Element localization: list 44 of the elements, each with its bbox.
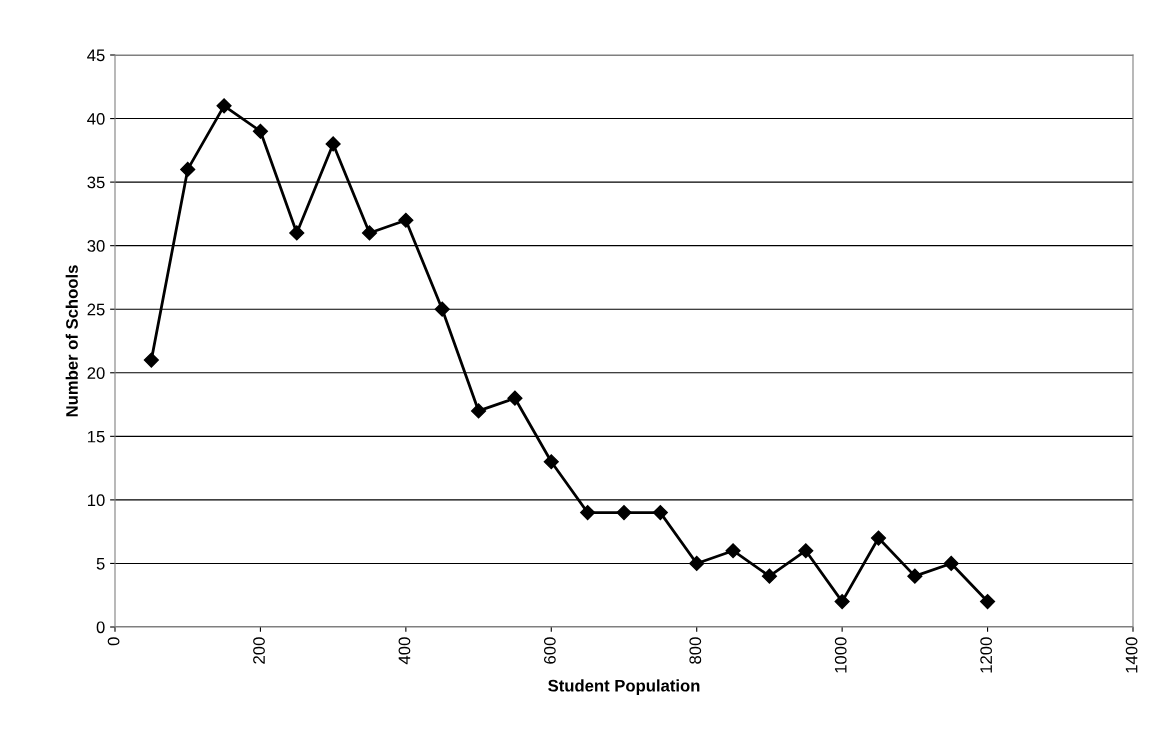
x-tick-label: 1400 [1125,637,1138,673]
point [580,505,596,521]
x-axis-title: Student Population [548,679,700,695]
point [907,568,923,584]
y-tick-label: 45 [87,49,105,62]
point [870,530,887,546]
y-tick-label: 5 [96,558,105,570]
point [725,543,741,559]
y-tick-label: 25 [87,303,105,316]
x-tick-label: 400 [398,637,411,665]
x-tick-label: 0 [107,637,120,646]
point [143,352,159,368]
point [252,123,268,139]
point [761,568,777,584]
point [289,225,305,241]
point [398,212,414,228]
point [180,161,196,177]
x-tick-label: 800 [689,637,702,664]
point [216,98,232,114]
y-tick-label: 15 [88,430,105,443]
point [689,555,705,572]
point [361,225,378,241]
x-tick-label: 1000 [834,637,847,673]
point [652,505,668,521]
y-tick-label: 40 [87,112,105,125]
y-tick-label: 10 [88,494,105,507]
point [434,301,450,317]
point [471,403,487,419]
y-tick-label: 30 [87,240,105,252]
point [507,390,523,406]
point [616,505,632,521]
point [834,594,850,610]
y-tick-label: 35 [87,176,105,189]
x-tick-label: 1200 [980,637,993,673]
point [325,136,341,152]
point [980,594,996,610]
x-tick-label: 200 [253,637,265,664]
x-tick-label: 600 [543,637,556,664]
point [543,454,559,470]
y-tick-label: 0 [96,621,105,634]
y-axis-title: Number of Schools [65,265,78,417]
point [798,543,814,559]
point [943,555,959,572]
y-tick-label: 20 [87,367,105,379]
